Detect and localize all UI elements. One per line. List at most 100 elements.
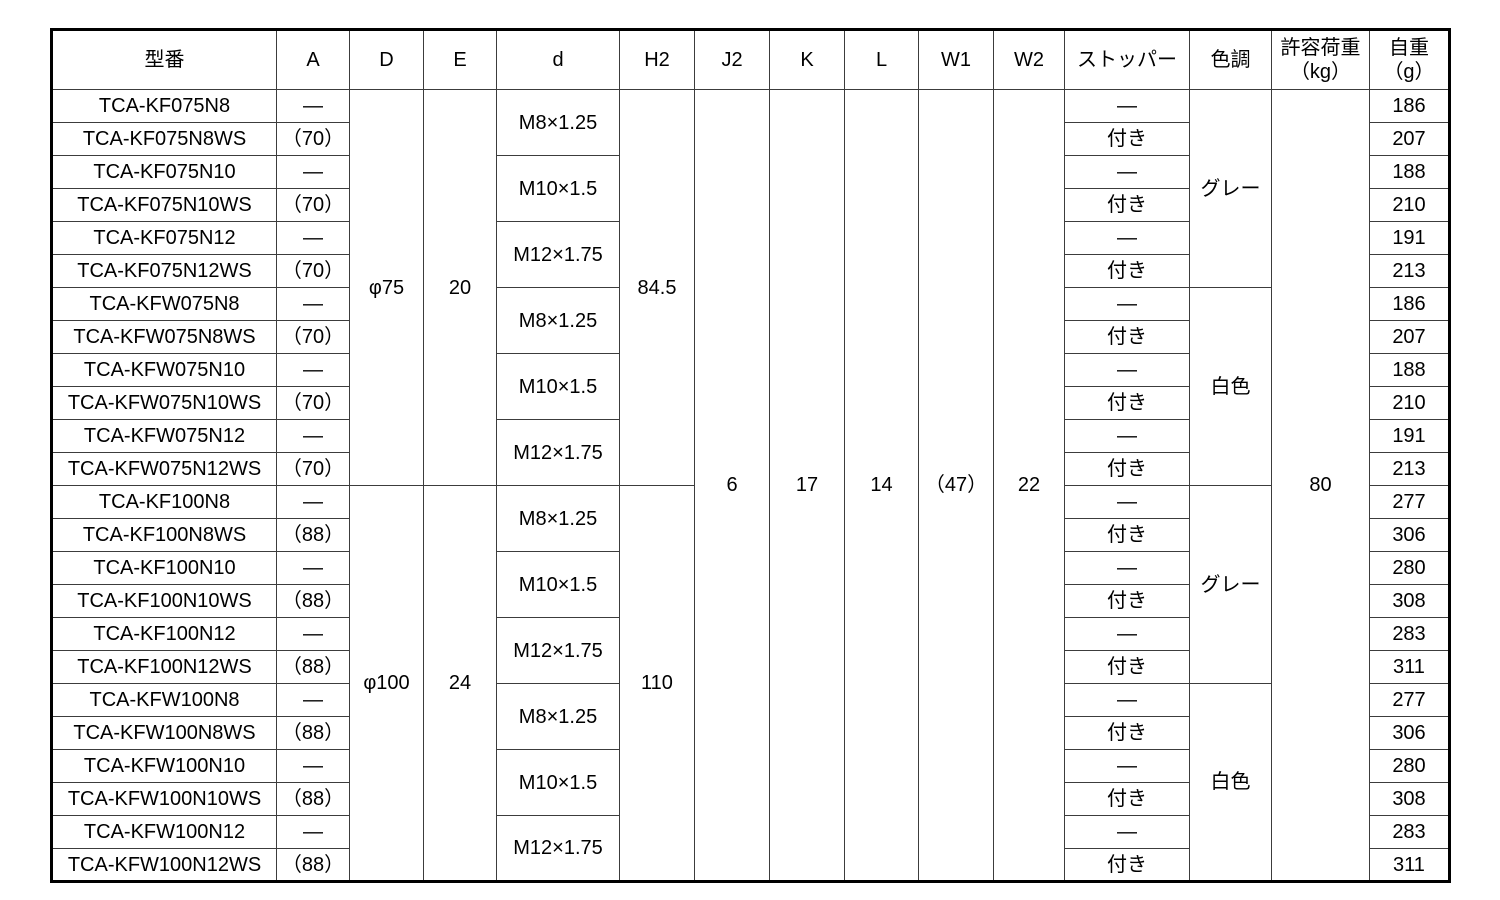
cell-stopper: — xyxy=(1064,155,1190,189)
cell-stopper: 付き xyxy=(1064,122,1190,156)
cell-stopper: 付き xyxy=(1064,320,1190,354)
cell-weight: 188 xyxy=(1369,155,1450,189)
cell-model: TCA-KF075N12 xyxy=(51,221,277,255)
cell-a: （70） xyxy=(276,122,350,156)
cell-a: — xyxy=(276,617,350,651)
cell-stopper: — xyxy=(1064,749,1190,783)
cell-stopper: — xyxy=(1064,485,1190,519)
header-color: 色調 xyxy=(1189,29,1272,90)
cell-model: TCA-KF075N8 xyxy=(51,89,277,123)
table-row: TCA-KFW100N10— M10×1.5—280 xyxy=(51,749,1450,816)
cell-weight: 306 xyxy=(1369,518,1450,552)
table-row: TCA-KF100N8— φ100 24 M8×1.25 110— グレー 277 xyxy=(51,485,1450,882)
cell-model: TCA-KFW100N8 xyxy=(51,683,277,717)
cell-stopper: — xyxy=(1064,815,1190,849)
table-row: TCA-KFW100N12WS （88） 付き 311 xyxy=(51,848,1450,882)
cell-model: TCA-KF100N8 xyxy=(51,485,277,519)
cell-stopper: — xyxy=(1064,89,1190,123)
cell-d: M10×1.5 xyxy=(496,353,620,420)
table-row: TCA-KF075N8— φ75 20 M8×1.25 84.5 6 17 14 （47） 22—… xyxy=(51,89,1450,882)
table-row: TCA-KF075N12WS （70） 付き 213 xyxy=(51,254,1450,288)
header-load-unit: （kg） xyxy=(1289,61,1352,83)
table-row: TCA-KFW100N10WS （88） 付き 308 xyxy=(51,782,1450,816)
cell-a: — xyxy=(276,485,350,519)
cell-model: TCA-KF100N10 xyxy=(51,551,277,585)
cell-d: M8×1.25 xyxy=(496,683,620,750)
cell-weight: 311 xyxy=(1369,650,1450,684)
cell-l: 14 xyxy=(844,89,919,882)
header-weight: 自重 （g） xyxy=(1369,29,1450,90)
cell-a: — xyxy=(276,419,350,453)
cell-model: TCA-KF075N10 xyxy=(51,155,277,189)
table-row: TCA-KFW075N8— M8×1.25— 白色 186 xyxy=(51,287,1450,486)
header-e: E xyxy=(423,29,497,90)
header-k: K xyxy=(769,29,845,90)
cell-e: 20 xyxy=(423,89,497,486)
cell-weight: 277 xyxy=(1369,683,1450,717)
cell-weight: 277 xyxy=(1369,485,1450,519)
cell-a: （70） xyxy=(276,452,350,486)
cell-weight: 186 xyxy=(1369,89,1450,123)
cell-a: （70） xyxy=(276,188,350,222)
cell-a: （88） xyxy=(276,650,350,684)
table-row: TCA-KF100N10WS （88） 付き 308 xyxy=(51,584,1450,618)
cell-h2: 84.5 xyxy=(619,89,695,486)
cell-weight: 213 xyxy=(1369,254,1450,288)
table-row: TCA-KFW075N12— M12×1.75—191 xyxy=(51,419,1450,486)
cell-weight: 311 xyxy=(1369,848,1450,882)
cell-d: φ100 xyxy=(349,485,424,882)
cell-d: M12×1.75 xyxy=(496,815,620,882)
header-row: 型番 A D E d H2 J2 K L W1 W2 ストッパー 色調 許容荷重… xyxy=(51,29,1450,90)
cell-weight: 283 xyxy=(1369,617,1450,651)
cell-a: — xyxy=(276,683,350,717)
table-row: TCA-KFW100N8— M8×1.25— 白色 277 xyxy=(51,683,1450,882)
cell-stopper: 付き xyxy=(1064,650,1190,684)
cell-weight: 186 xyxy=(1369,287,1450,321)
cell-stopper: 付き xyxy=(1064,386,1190,420)
spec-table-body: TCA-KF075N8— φ75 20 M8×1.25 84.5 6 17 14 （47） 22—… xyxy=(51,89,1450,882)
cell-model: TCA-KF075N8WS xyxy=(51,122,277,156)
cell-a: （88） xyxy=(276,716,350,750)
cell-a: （88） xyxy=(276,518,350,552)
cell-a: （70） xyxy=(276,386,350,420)
header-d-dia: D xyxy=(349,29,424,90)
header-stopper: ストッパー xyxy=(1064,29,1190,90)
cell-a: — xyxy=(276,155,350,189)
cell-h2: 110 xyxy=(619,485,695,882)
cell-load: 80 xyxy=(1271,89,1370,882)
cell-weight: 191 xyxy=(1369,221,1450,255)
cell-a: （88） xyxy=(276,782,350,816)
cell-stopper: — xyxy=(1064,617,1190,651)
cell-model: TCA-KFW100N12 xyxy=(51,815,277,849)
header-l: L xyxy=(844,29,919,90)
cell-stopper: — xyxy=(1064,353,1190,387)
cell-d: M10×1.5 xyxy=(496,749,620,816)
cell-d: M12×1.75 xyxy=(496,419,620,486)
cell-d: M8×1.25 xyxy=(496,89,620,156)
cell-a: （70） xyxy=(276,320,350,354)
cell-a: — xyxy=(276,815,350,849)
cell-a: （88） xyxy=(276,584,350,618)
cell-weight: 306 xyxy=(1369,716,1450,750)
cell-model: TCA-KF100N10WS xyxy=(51,584,277,618)
header-model: 型番 xyxy=(51,29,277,90)
cell-a: — xyxy=(276,551,350,585)
cell-model: TCA-KF100N8WS xyxy=(51,518,277,552)
cell-model: TCA-KFW100N10 xyxy=(51,749,277,783)
header-w1: W1 xyxy=(918,29,994,90)
table-row: TCA-KFW075N10WS （70） 付き 210 xyxy=(51,386,1450,420)
cell-model: TCA-KFW075N8 xyxy=(51,287,277,321)
cell-stopper: 付き xyxy=(1064,452,1190,486)
cell-stopper: 付き xyxy=(1064,254,1190,288)
cell-color: 白色 xyxy=(1189,287,1272,486)
cell-weight: 210 xyxy=(1369,386,1450,420)
table-row: TCA-KFW075N8WS （70） 付き 207 xyxy=(51,320,1450,354)
cell-a: — xyxy=(276,749,350,783)
cell-d: M8×1.25 xyxy=(496,485,620,552)
cell-model: TCA-KFW075N12 xyxy=(51,419,277,453)
cell-weight: 283 xyxy=(1369,815,1450,849)
cell-w2: 22 xyxy=(993,89,1065,882)
cell-color: グレー xyxy=(1189,89,1272,288)
cell-weight: 207 xyxy=(1369,122,1450,156)
cell-color: グレー xyxy=(1189,485,1272,684)
